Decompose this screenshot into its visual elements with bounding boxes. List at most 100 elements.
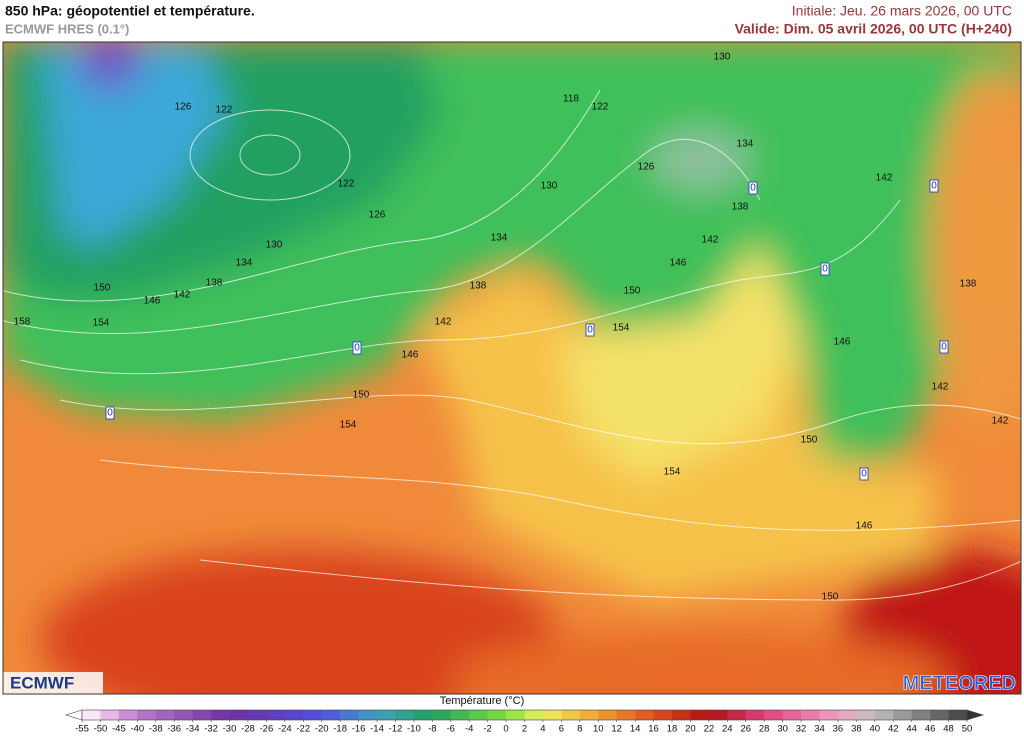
colorbar-segment: [358, 710, 378, 720]
colorbar-segment: [82, 710, 101, 720]
colorbar-tick-label: -14: [370, 724, 384, 735]
colorbar-tick-label: 6: [559, 724, 564, 735]
colorbar-tick-label: -38: [149, 724, 163, 735]
contour-label: 142: [932, 382, 949, 393]
colorbar-tick-label: 14: [630, 724, 641, 735]
colorbar-tick-label: 46: [925, 724, 936, 735]
colorbar-tick-label: -30: [223, 724, 237, 735]
contour-label: 138: [960, 279, 977, 290]
contour-label: 0: [750, 183, 756, 194]
logo-left: ECMWF: [10, 673, 74, 692]
colorbar-tick-label: 10: [593, 724, 604, 735]
colorbar-segment: [506, 710, 525, 720]
colorbar: -55 -50 -45 -40 -38 -36 -34 -32 -30 -28 -26 -24 -22-…: [64, 709, 985, 735]
colorbar-tick-label: -18: [333, 724, 347, 735]
colorbar-segment: [284, 710, 304, 720]
colorbar-segment: [524, 710, 544, 720]
colorbar-segment: [432, 710, 452, 720]
colorbar-title: Température (°C): [440, 695, 524, 707]
colorbar-tick-label: -45: [112, 724, 126, 735]
colorbar-high-end: [966, 709, 985, 721]
colorbar-segment: [469, 710, 488, 720]
contour-label: 142: [435, 317, 452, 328]
colorbar-tick-label: -2: [483, 724, 491, 735]
colorbar-tick-label: 44: [906, 724, 917, 735]
colorbar-segment: [377, 710, 396, 720]
colorbar-segment: [782, 710, 802, 720]
colorbar-segment: [893, 710, 912, 720]
contour-label: 146: [856, 521, 873, 532]
colorbar-segment: [874, 710, 894, 720]
colorbar-tick-label: 0: [503, 724, 508, 735]
colorbar-segment: [247, 710, 267, 720]
contour-label: 138: [206, 278, 223, 289]
colorbar-segment: [579, 710, 599, 720]
colorbar-tick-label: 26: [740, 724, 751, 735]
colorbar-segment: [764, 710, 783, 720]
colorbar-tick-label: 4: [540, 724, 545, 735]
colorbar-tick-label: 40: [870, 724, 881, 735]
colorbar-segment: [690, 710, 710, 720]
colorbar-segment: [801, 710, 820, 720]
colorbar-segment: [321, 710, 341, 720]
colorbar-segment: [174, 710, 193, 720]
colorbar-tick-label: -50: [94, 724, 108, 735]
contour-label: 150: [94, 283, 111, 294]
contour-label: 150: [822, 592, 839, 603]
contour-label: 146: [402, 350, 419, 361]
colorbar-tick-label: 38: [851, 724, 862, 735]
contour-label: 0: [861, 469, 867, 480]
zero-isotherm-box: [859, 467, 869, 481]
colorbar-segment: [395, 710, 415, 720]
colorbar-tick-label: 20: [685, 724, 696, 735]
colorbar-segment: [819, 710, 839, 720]
map-frame: [2, 41, 1022, 695]
contour-label: 142: [876, 173, 893, 184]
contour-label: 126: [638, 162, 655, 173]
contour-label: 150: [624, 286, 641, 297]
contour-label: 126: [369, 210, 386, 221]
colorbar-segment: [653, 710, 673, 720]
contour-label: 154: [340, 420, 357, 431]
contour-label: 0: [587, 325, 593, 336]
colorbar-segment: [948, 710, 968, 720]
colorbar-tick-label: -6: [447, 724, 455, 735]
contour-label: 122: [338, 179, 355, 190]
colorbar-tick-label: -24: [278, 724, 292, 735]
contour-label: 130: [266, 240, 283, 251]
contour-label: 0: [354, 343, 360, 354]
contour-label: 0: [941, 342, 947, 353]
contour-label: 146: [670, 258, 687, 269]
contour-label: 126: [175, 102, 192, 113]
contour-label: 118: [563, 94, 579, 105]
colorbar-tick-label: -36: [167, 724, 181, 735]
colorbar-tick-label: -10: [407, 724, 421, 735]
colorbar-tick-label: -55: [75, 724, 89, 735]
colorbar-segment: [616, 710, 636, 720]
colorbar-tick-label: -28: [241, 724, 255, 735]
colorbar-tick-label: 42: [888, 724, 899, 735]
contour-label: 154: [93, 318, 110, 329]
colorbar-segment: [635, 710, 654, 720]
contour-label: 0: [931, 181, 937, 192]
colorbar-tick-label: 50: [962, 724, 973, 735]
contour-label: 122: [216, 105, 233, 116]
colorbar-tick-label: 16: [648, 724, 659, 735]
colorbar-segment: [930, 710, 949, 720]
colorbar-tick-label: 12: [611, 724, 622, 735]
colorbar-segment: [229, 710, 249, 720]
zero-isotherm-box: [105, 406, 115, 420]
colorbar-segment: [708, 710, 728, 720]
contour-label: 134: [236, 258, 253, 269]
contour-label: 134: [737, 139, 754, 150]
colorbar-tick-label: 2: [522, 724, 527, 735]
colorbar-tick-label: 28: [759, 724, 770, 735]
colorbar-tick-label: 22: [704, 724, 715, 735]
contour-label: 130: [714, 52, 731, 63]
contour-label: 122: [592, 102, 609, 113]
colorbar-tick-label: -34: [186, 724, 200, 735]
colorbar-tick-label: 34: [814, 724, 825, 735]
initial-time: Initiale: Jeu. 26 mars 2026, 00 UTC: [792, 3, 1012, 19]
contour-label: 150: [353, 390, 370, 401]
